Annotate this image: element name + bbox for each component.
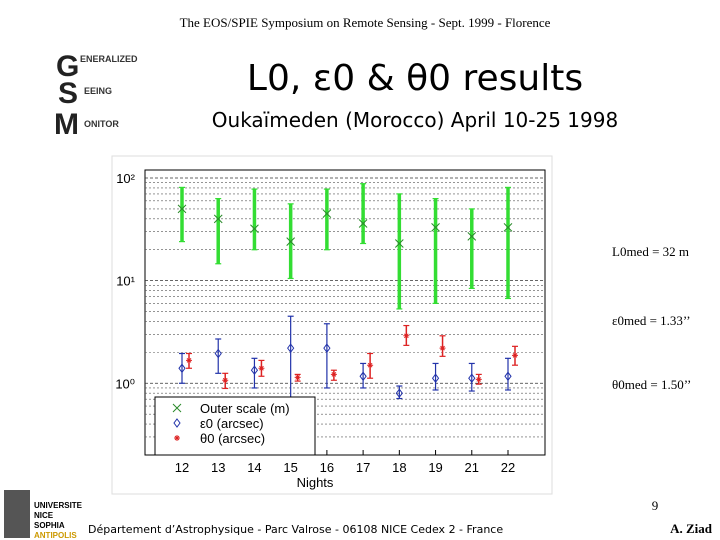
marker-star — [222, 377, 229, 384]
marker-x — [467, 232, 477, 241]
legend-label: θ0 (arcsec) — [200, 431, 265, 446]
legend-marker — [172, 403, 182, 413]
marker-x — [394, 239, 404, 248]
logo-text: NICE — [34, 511, 54, 520]
marker-star — [367, 362, 374, 369]
marker-diamond — [214, 348, 222, 359]
marker-star — [512, 352, 518, 359]
marker-diamond — [287, 343, 295, 353]
x-tick-label: 13 — [211, 460, 225, 475]
gsm-logo: G S M ENERALIZED EEING ONITOR — [54, 50, 138, 141]
y-tick-label: 10¹ — [116, 274, 135, 289]
marker-x — [177, 204, 187, 214]
marker-diamond — [359, 371, 367, 382]
page-number: 9 — [652, 498, 659, 513]
marker-diamond — [431, 373, 440, 384]
logo-letter: S — [58, 77, 78, 110]
marker-x — [250, 224, 259, 234]
x-axis-label: Nights — [297, 475, 334, 490]
marker-x — [503, 223, 513, 232]
x-tick-label: 21 — [465, 460, 479, 475]
logo-word: ENERALIZED — [80, 54, 138, 64]
marker-diamond — [178, 363, 186, 374]
logo-letter: M — [54, 108, 79, 141]
x-tick-label: 12 — [175, 460, 189, 475]
marker-star — [330, 371, 337, 378]
marker-diamond — [250, 365, 259, 376]
marker-diamond — [504, 371, 512, 382]
x-tick-label: 17 — [356, 460, 370, 475]
legend-label: ε0 (arcsec) — [200, 416, 264, 431]
marker-x — [286, 237, 296, 246]
marker-star — [186, 357, 192, 364]
title: L0, ε0 & θ0 results — [247, 58, 583, 99]
logo-text: ANTIPOLIS — [34, 531, 77, 540]
chart: 10⁰ 10¹ 10² 12 13 14 15 16 17 18 19 21 22 Nights Outer… — [115, 169, 546, 490]
marker-x — [213, 214, 223, 224]
legend-box — [154, 396, 316, 456]
x-tick-label: 18 — [392, 460, 406, 475]
logo-word: ONITOR — [84, 119, 119, 129]
annotation: L0med = 32 m — [612, 244, 689, 259]
marker-star — [258, 365, 265, 372]
marker-x — [358, 219, 368, 228]
footer: Département d’Astrophysique - Parc Valro… — [88, 523, 503, 536]
marker-star — [294, 374, 301, 381]
y-tick-label: 10⁰ — [115, 376, 135, 391]
logo-letter: G — [56, 50, 79, 83]
legend-marker — [173, 418, 181, 428]
logo-text: SOPHIA — [34, 521, 65, 530]
logo-word: EEING — [84, 86, 112, 96]
header: The EOS/SPIE Symposium on Remote Sensing… — [180, 15, 551, 30]
marker-diamond — [468, 373, 476, 384]
x-tick-label: 14 — [247, 460, 261, 475]
marker-star — [475, 376, 482, 383]
y-tick-label: 10² — [116, 171, 135, 186]
marker-diamond — [395, 388, 403, 399]
marker-x — [431, 223, 440, 232]
legend-marker — [174, 435, 180, 441]
author: A. Ziad — [670, 521, 713, 536]
subtitle: Oukaïmeden (Morocco) April 10-25 1998 — [212, 108, 618, 132]
annotation: ε0med = 1.33’’ — [612, 313, 691, 328]
x-tick-label: 15 — [283, 460, 297, 475]
x-tick-label: 19 — [428, 460, 442, 475]
marker-diamond — [323, 343, 331, 353]
marker-x — [322, 209, 332, 218]
annotation: θ0med = 1.50’’ — [612, 377, 691, 392]
marker-star — [403, 332, 410, 339]
logo-graphic — [4, 490, 30, 538]
logo-text: UNIVERSITE — [34, 501, 83, 510]
marker-star — [439, 345, 446, 352]
x-tick-label: 22 — [501, 460, 515, 475]
legend-label: Outer scale (m) — [200, 401, 290, 416]
university-logo: UNIVERSITE NICE SOPHIA ANTIPOLIS — [4, 490, 83, 540]
x-tick-label: 16 — [320, 460, 334, 475]
